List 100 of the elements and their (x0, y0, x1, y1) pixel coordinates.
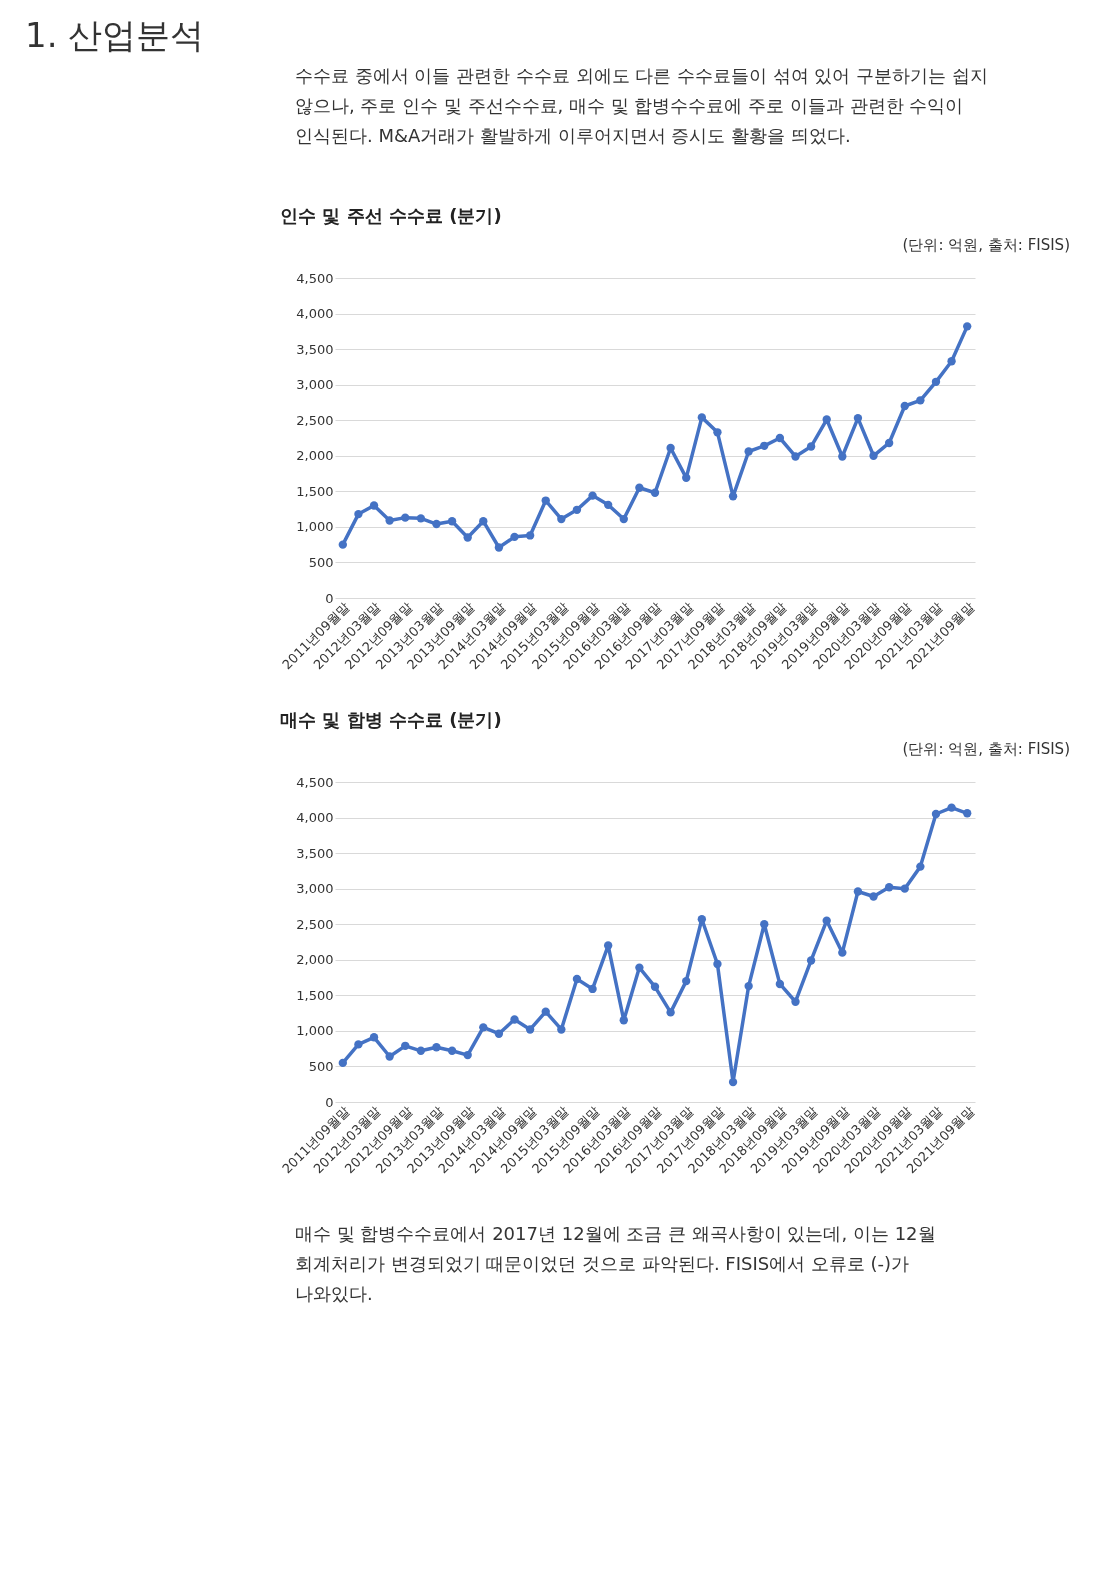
y-tick-label: 1,500 (296, 987, 334, 1003)
text: 매수 및 합병수수료에서 2017년 12월에 조금 큰 왜곡사항이 있는데, 이는 12월 회계처리가 변경되었기 때문이었던 것으로 파악된다. FISIS에서 오류로 (-)가 나와있다. (295, 1223, 936, 1304)
point (619, 514, 628, 524)
point (760, 920, 769, 929)
point (557, 1025, 566, 1034)
point (744, 447, 753, 456)
point (635, 483, 644, 492)
y-tick-label: 1,000 (296, 519, 334, 535)
point (775, 433, 785, 443)
point (697, 413, 707, 422)
y-tick-label: 2,500 (296, 412, 334, 428)
y-tick-label: 4,000 (296, 306, 334, 322)
point (806, 442, 816, 451)
point (525, 531, 535, 540)
point (432, 1043, 441, 1052)
point (666, 443, 675, 453)
y-tick-label: 4,000 (296, 810, 334, 826)
point (416, 514, 426, 523)
y-tick-label: 3,000 (296, 377, 334, 393)
point (884, 438, 894, 448)
point (557, 514, 566, 524)
point (338, 1058, 347, 1068)
y-tick-label: 500 (308, 554, 334, 570)
point (541, 496, 550, 505)
point (354, 509, 363, 519)
point (853, 887, 863, 896)
point (479, 517, 488, 526)
y-tick-label: 4,500 (296, 774, 334, 790)
y-tick-label: 0 (325, 1094, 334, 1110)
point (713, 428, 722, 437)
point (463, 1050, 472, 1060)
point (682, 473, 691, 482)
y-tick-label: 4,500 (296, 270, 334, 286)
point (869, 451, 878, 460)
point (619, 1016, 628, 1025)
point (401, 1041, 410, 1050)
point (931, 809, 941, 819)
point (447, 517, 457, 526)
point (822, 415, 831, 424)
point (713, 959, 722, 969)
point (900, 401, 909, 411)
text: (단위: 억원, 출처: FISIS) (902, 236, 1070, 254)
point (635, 963, 644, 972)
point (369, 1033, 379, 1042)
point (744, 981, 753, 991)
chart-title: 인수 및 주선 수수료 (분기) (280, 205, 502, 226)
y-tick-label: 3,500 (296, 341, 334, 357)
point (682, 976, 691, 986)
point (838, 948, 847, 957)
point (603, 500, 613, 510)
point (884, 883, 894, 892)
point (947, 357, 956, 366)
point (916, 862, 925, 871)
point (666, 1008, 675, 1017)
point (603, 941, 613, 950)
chart-title: 매수 및 합병 수수료 (분기) (280, 709, 502, 730)
point (588, 984, 597, 994)
y-tick-label: 0 (325, 590, 334, 606)
y-tick-label: 500 (308, 1058, 334, 1074)
point (650, 488, 660, 497)
point (541, 1007, 550, 1016)
text: (단위: 억원, 출처: FISIS) (902, 740, 1070, 758)
point (916, 396, 925, 405)
point (338, 540, 347, 549)
point (791, 997, 800, 1006)
point (728, 1077, 738, 1087)
point (525, 1025, 535, 1034)
point (838, 452, 847, 461)
text: 수수료 중에서 이들 관련한 수수료 외에도 다른 수수료들이 섞여 있어 구분하기는 쉽지 않으나, 주로 인수 및 주선수수료, 매수 및 합병수수료에 주로 이들과 관련한 수익이 인식된다. M&A거래가 활발하게 이루어지면서 증시도 활황을 띄었다. (295, 65, 988, 146)
point (588, 491, 597, 500)
point (697, 915, 707, 924)
y-tick-label: 1,000 (296, 1023, 334, 1039)
point (775, 979, 785, 989)
point (963, 809, 972, 818)
point (463, 533, 472, 542)
point (650, 982, 660, 991)
point (479, 1023, 488, 1032)
point (432, 519, 441, 529)
point (354, 1040, 363, 1049)
point (963, 322, 972, 331)
point (806, 956, 816, 965)
point (822, 916, 831, 925)
point (401, 513, 410, 522)
point (572, 974, 582, 984)
point (791, 452, 800, 461)
y-tick-label: 1,500 (296, 483, 334, 499)
point (869, 892, 878, 901)
y-tick-label: 2,000 (296, 448, 334, 464)
point (385, 1052, 394, 1061)
point (572, 505, 582, 514)
point (416, 1046, 426, 1055)
point (510, 532, 519, 542)
y-tick-label: 3,500 (296, 845, 334, 861)
text: 1. 산업분석 (25, 15, 205, 55)
point (510, 1015, 519, 1024)
point (931, 377, 941, 386)
point (385, 516, 394, 525)
point (494, 1029, 504, 1038)
y-tick-label: 3,000 (296, 881, 334, 897)
y-tick-label: 2,500 (296, 916, 334, 932)
